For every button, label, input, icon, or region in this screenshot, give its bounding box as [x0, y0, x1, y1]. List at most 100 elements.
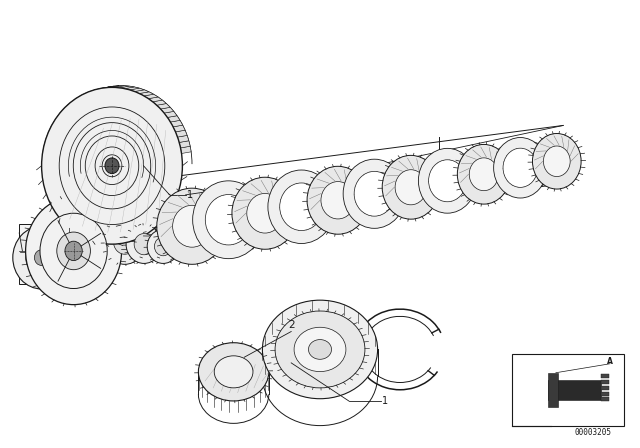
- Ellipse shape: [95, 147, 129, 185]
- Ellipse shape: [157, 188, 227, 264]
- Ellipse shape: [40, 213, 108, 289]
- Ellipse shape: [294, 327, 346, 372]
- Polygon shape: [115, 86, 129, 88]
- Polygon shape: [71, 97, 85, 102]
- Polygon shape: [84, 90, 99, 94]
- Ellipse shape: [275, 311, 365, 388]
- Ellipse shape: [343, 159, 406, 228]
- Polygon shape: [56, 112, 70, 117]
- Ellipse shape: [458, 144, 510, 204]
- Ellipse shape: [85, 136, 139, 196]
- Polygon shape: [175, 130, 187, 137]
- Ellipse shape: [42, 87, 182, 244]
- Text: 2: 2: [288, 320, 294, 330]
- Polygon shape: [601, 397, 609, 401]
- Ellipse shape: [102, 155, 122, 177]
- Polygon shape: [51, 121, 63, 127]
- Polygon shape: [164, 112, 177, 117]
- Polygon shape: [99, 86, 114, 89]
- Polygon shape: [177, 135, 189, 142]
- Polygon shape: [161, 108, 173, 113]
- Ellipse shape: [154, 237, 172, 256]
- Ellipse shape: [147, 229, 179, 263]
- Text: 00003205: 00003205: [574, 428, 611, 437]
- Polygon shape: [125, 87, 140, 90]
- Polygon shape: [179, 141, 190, 148]
- Ellipse shape: [268, 170, 335, 244]
- Polygon shape: [130, 88, 144, 91]
- Ellipse shape: [419, 148, 476, 213]
- Polygon shape: [153, 100, 166, 105]
- Ellipse shape: [113, 229, 136, 254]
- Text: 1: 1: [187, 190, 193, 200]
- Ellipse shape: [173, 205, 211, 247]
- Ellipse shape: [198, 343, 269, 401]
- Ellipse shape: [59, 107, 165, 224]
- Polygon shape: [104, 86, 119, 88]
- Polygon shape: [601, 392, 609, 396]
- Polygon shape: [76, 94, 90, 99]
- Polygon shape: [601, 380, 609, 384]
- Ellipse shape: [382, 155, 440, 219]
- Polygon shape: [120, 86, 134, 89]
- Ellipse shape: [262, 300, 378, 399]
- Ellipse shape: [134, 233, 154, 255]
- Polygon shape: [45, 135, 56, 142]
- Ellipse shape: [532, 134, 581, 189]
- Polygon shape: [157, 103, 170, 109]
- Polygon shape: [148, 97, 163, 102]
- Ellipse shape: [307, 166, 369, 234]
- Ellipse shape: [35, 250, 49, 265]
- Ellipse shape: [493, 138, 547, 198]
- Ellipse shape: [193, 181, 264, 258]
- Ellipse shape: [104, 220, 145, 264]
- Ellipse shape: [13, 226, 70, 289]
- Text: A: A: [607, 358, 613, 366]
- Ellipse shape: [395, 170, 427, 205]
- Polygon shape: [67, 100, 81, 105]
- Polygon shape: [60, 108, 73, 113]
- Polygon shape: [63, 103, 77, 109]
- Ellipse shape: [105, 158, 119, 173]
- Ellipse shape: [503, 148, 538, 187]
- Polygon shape: [90, 88, 104, 91]
- Polygon shape: [144, 94, 158, 99]
- Polygon shape: [109, 86, 124, 87]
- FancyBboxPatch shape: [512, 354, 624, 426]
- Text: 1: 1: [382, 396, 388, 406]
- Polygon shape: [170, 121, 182, 127]
- Ellipse shape: [469, 158, 499, 191]
- Ellipse shape: [321, 181, 355, 219]
- Ellipse shape: [232, 177, 298, 249]
- Polygon shape: [134, 90, 149, 94]
- Polygon shape: [47, 130, 58, 137]
- Polygon shape: [601, 386, 609, 390]
- Polygon shape: [44, 141, 54, 148]
- Polygon shape: [168, 116, 180, 122]
- Ellipse shape: [205, 194, 252, 245]
- Polygon shape: [601, 374, 609, 378]
- Ellipse shape: [308, 340, 332, 359]
- Polygon shape: [94, 87, 109, 90]
- Polygon shape: [42, 146, 53, 154]
- Ellipse shape: [247, 194, 283, 233]
- Polygon shape: [548, 380, 601, 400]
- Ellipse shape: [280, 183, 323, 231]
- Ellipse shape: [73, 123, 151, 209]
- Ellipse shape: [214, 356, 253, 388]
- Polygon shape: [80, 92, 94, 96]
- Polygon shape: [180, 146, 191, 154]
- Polygon shape: [49, 125, 61, 132]
- Polygon shape: [140, 92, 154, 96]
- Ellipse shape: [57, 232, 90, 270]
- Ellipse shape: [543, 146, 570, 177]
- Ellipse shape: [354, 172, 395, 216]
- Polygon shape: [548, 373, 558, 407]
- Polygon shape: [19, 224, 45, 284]
- Ellipse shape: [65, 241, 83, 261]
- Ellipse shape: [26, 197, 122, 305]
- Ellipse shape: [26, 240, 58, 275]
- Polygon shape: [54, 116, 66, 122]
- Polygon shape: [173, 125, 185, 132]
- Ellipse shape: [429, 160, 466, 202]
